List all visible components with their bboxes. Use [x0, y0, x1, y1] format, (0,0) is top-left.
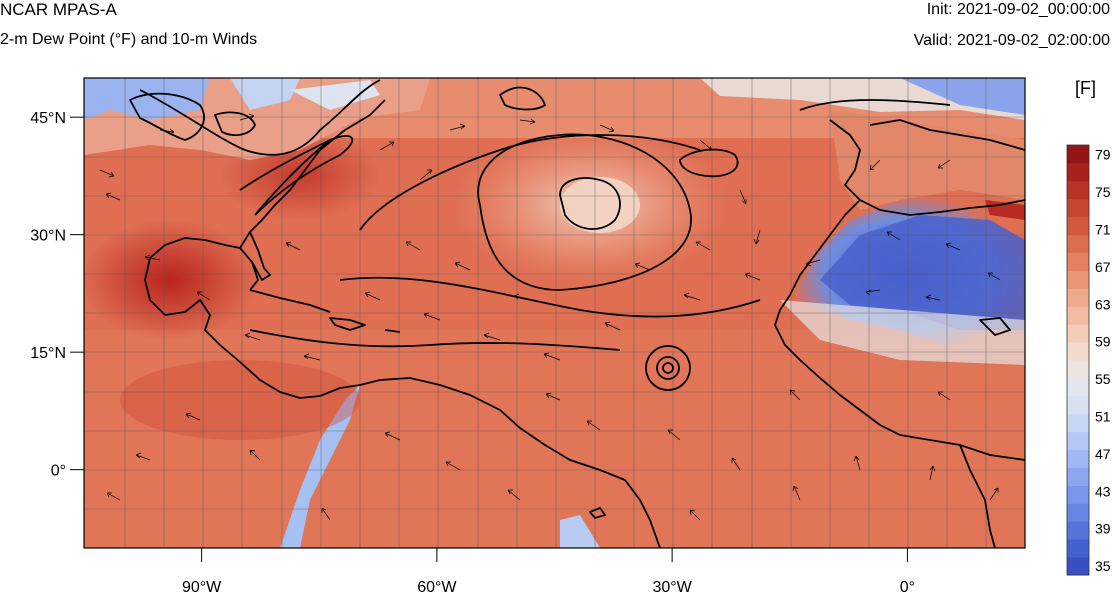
lat-axis: 45°N 30°N 15°N 0° — [30, 110, 84, 480]
colorbar-swatch — [1067, 395, 1089, 415]
init-time: Init: 2021-09-02_00:00:00 — [926, 1, 1110, 18]
colorbar: 79 75 71 67 63 59 55 51 47 43 39 35 — [1066, 144, 1111, 576]
colorbar-label: 79 — [1095, 147, 1111, 163]
pressure-contours — [139, 79, 951, 391]
colorbar-swatch — [1067, 288, 1089, 307]
model-title: NCAR MPAS-A — [0, 0, 117, 19]
colorbar-swatch — [1067, 503, 1089, 522]
lat-tick-label: 30°N — [30, 228, 66, 245]
colorbar-swatch — [1067, 306, 1089, 325]
colorbar-swatch — [1067, 521, 1089, 540]
colorbar-frame — [1066, 144, 1090, 576]
colorbar-swatch — [1067, 413, 1089, 433]
colorbar-swatch — [1067, 360, 1089, 379]
colorbar-label: 35 — [1095, 558, 1111, 574]
colorbar-swatch — [1067, 557, 1089, 576]
colorbar-swatch — [1067, 431, 1089, 451]
colorbar-swatch — [1067, 342, 1089, 361]
lon-tick-label: 30°W — [652, 579, 692, 596]
colorbar-label: 47 — [1095, 446, 1111, 462]
colorbar-label: 51 — [1095, 408, 1111, 424]
colorbar-swatch — [1067, 216, 1089, 236]
colorbar-swatch — [1067, 145, 1089, 164]
colorbar-swatch — [1067, 180, 1089, 200]
colorbar-swatch — [1067, 198, 1089, 218]
colorbar-swatch — [1067, 377, 1089, 397]
colorbar-swatch — [1067, 270, 1089, 289]
lon-tick-label: 90°W — [182, 579, 222, 596]
map-area — [84, 78, 1025, 548]
colorbar-label: 71 — [1095, 222, 1111, 238]
colorbar-swatch — [1067, 234, 1089, 253]
colorbar-label: 75 — [1095, 184, 1111, 200]
colorbar-label: 43 — [1095, 483, 1111, 499]
colorbar-swatch — [1067, 449, 1089, 468]
colorbar-swatch — [1067, 252, 1089, 271]
gridlines — [84, 78, 1025, 548]
field-title: 2-m Dew Point (°F) and 10-m Winds — [0, 31, 258, 48]
lat-tick-label: 15°N — [30, 345, 66, 362]
colorbar-label: 67 — [1095, 259, 1111, 275]
lat-tick-label: 0° — [51, 463, 66, 480]
lat-tick-label: 45°N — [30, 110, 66, 127]
colorbar-label: 39 — [1095, 521, 1111, 537]
colorbar-swatch — [1067, 162, 1089, 182]
valid-time: Valid: 2021-09-02_02:00:00 — [913, 32, 1110, 49]
colorbar-label: 59 — [1095, 334, 1111, 350]
colorbar-unit: [F] — [1075, 78, 1096, 98]
lon-tick-label: 0° — [900, 579, 915, 596]
colorbar-swatch — [1067, 485, 1089, 504]
colorbar-swatch — [1067, 539, 1089, 558]
lon-axis: 90°W 60°W 30°W 0° — [182, 548, 915, 596]
wind-vectors — [99, 113, 1001, 521]
map-frame — [83, 77, 1026, 549]
colorbar-label: 55 — [1095, 371, 1111, 387]
colorbar-label: 63 — [1095, 296, 1111, 312]
coastlines — [129, 86, 1025, 548]
colorbar-swatch — [1067, 324, 1089, 343]
lon-tick-label: 60°W — [417, 579, 457, 596]
colorbar-swatch — [1067, 467, 1089, 486]
